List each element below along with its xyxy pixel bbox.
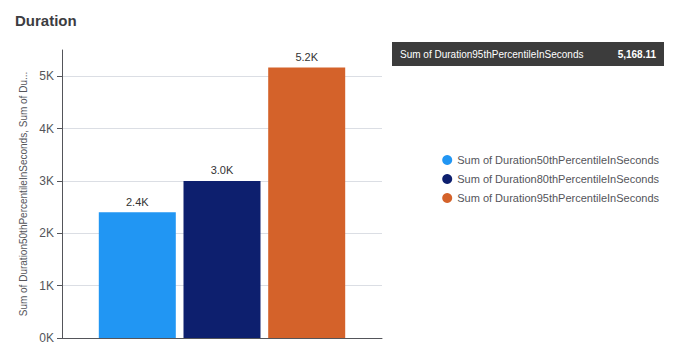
svg-text:5,168.11: 5,168.11	[618, 49, 657, 60]
svg-text:5.2K: 5.2K	[295, 51, 318, 63]
svg-text:Sum of Duration95thPercentileI: Sum of Duration95thPercentileInSeconds	[457, 192, 659, 204]
svg-text:3K: 3K	[39, 174, 54, 188]
svg-text:1K: 1K	[39, 279, 54, 293]
svg-text:Sum of Duration95thPercentileI: Sum of Duration95thPercentileInSeconds	[400, 49, 583, 60]
svg-text:Sum of Duration80thPercentileI: Sum of Duration80thPercentileInSeconds	[457, 173, 659, 185]
svg-text:5K: 5K	[39, 69, 54, 83]
svg-text:Sum of Duration50thPercentileI: Sum of Duration50thPercentileInSeconds, …	[18, 72, 29, 317]
svg-text:0K: 0K	[39, 331, 54, 345]
svg-text:4K: 4K	[39, 122, 54, 136]
svg-text:3.0K: 3.0K	[211, 164, 234, 176]
svg-text:2.4K: 2.4K	[126, 196, 149, 208]
svg-text:Sum of Duration50thPercentileI: Sum of Duration50thPercentileInSeconds	[457, 154, 659, 166]
svg-text:Duration: Duration	[15, 12, 77, 29]
svg-text:2K: 2K	[39, 226, 54, 240]
